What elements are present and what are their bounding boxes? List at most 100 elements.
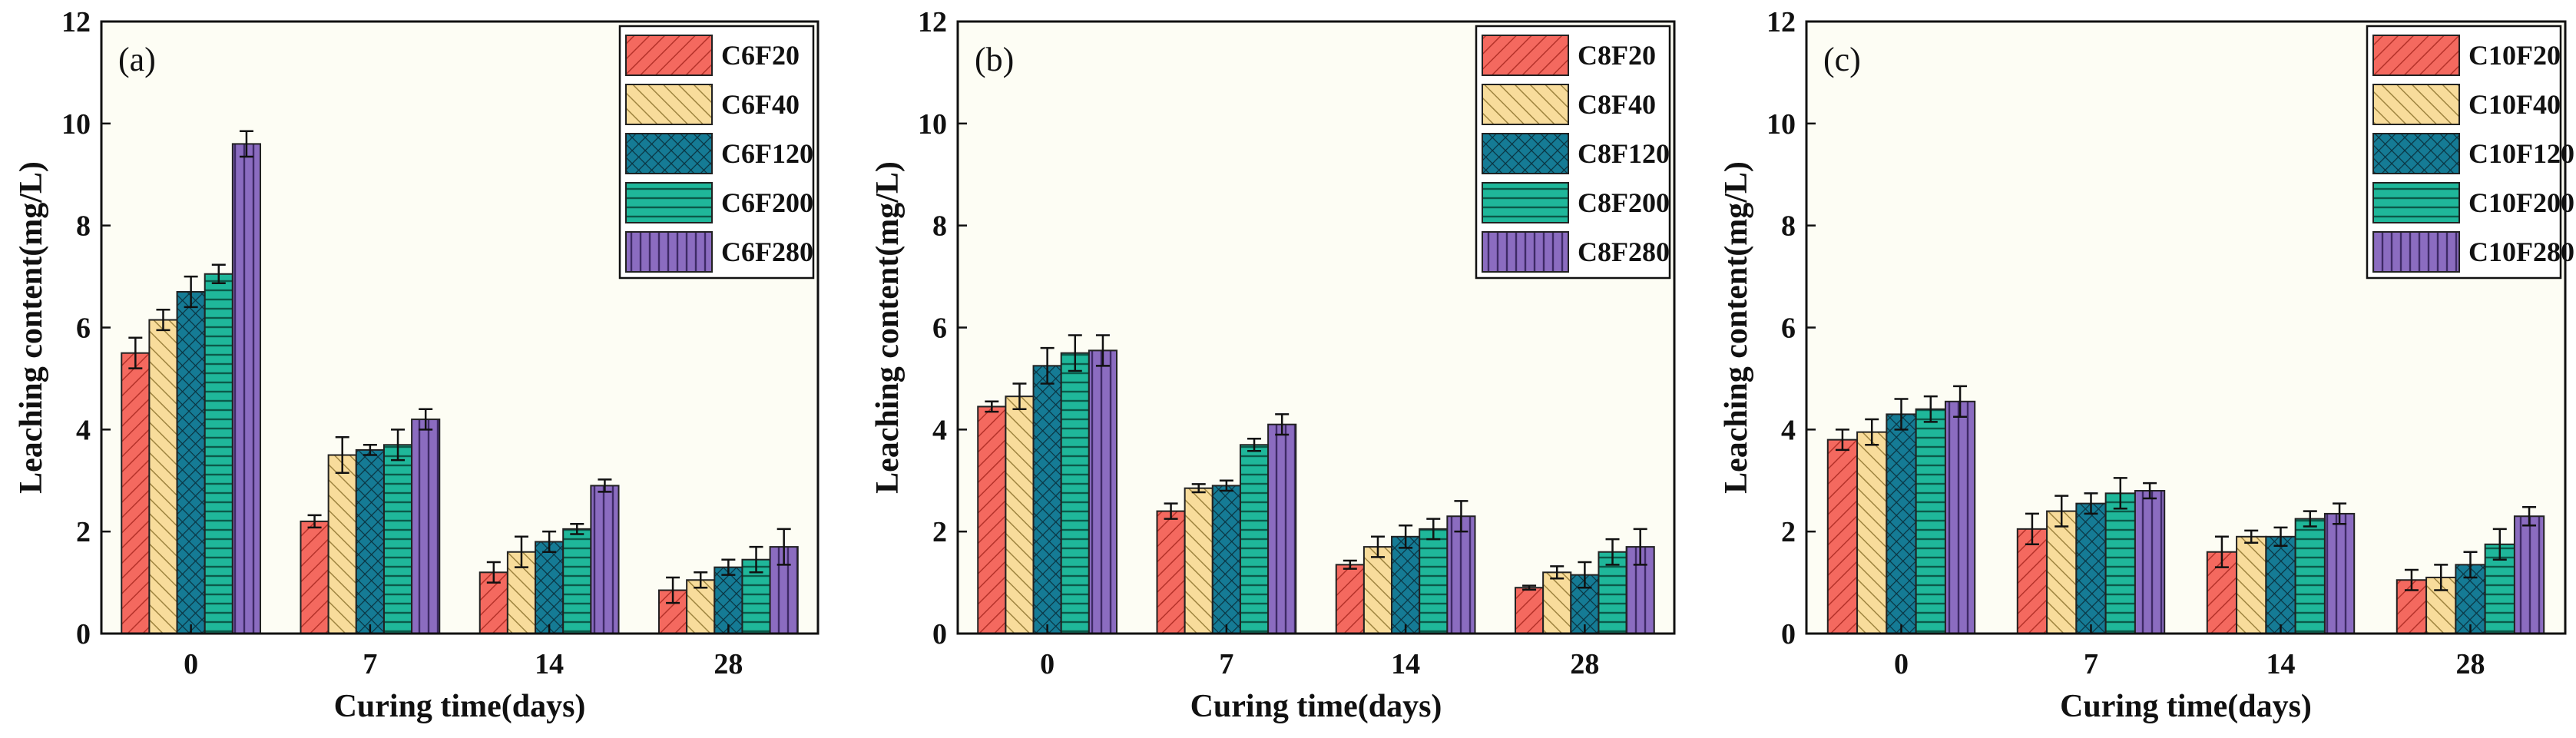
x-axis-title: Curing time(days) bbox=[2060, 689, 2312, 724]
bar-C10F200-day-7 bbox=[2104, 492, 2136, 635]
error-bar-C8F40-day-7 bbox=[1191, 483, 1206, 494]
bar-C10F280-day-14 bbox=[2323, 512, 2356, 634]
y-tick-label: 10 bbox=[1766, 108, 1796, 141]
error-bar-C6F120-day-0 bbox=[184, 275, 198, 309]
legend-swatch-C6F120 bbox=[625, 133, 713, 174]
legend-swatch-C10F40 bbox=[2372, 84, 2460, 125]
bar-C10F40-day-0 bbox=[1856, 431, 1888, 634]
error-bar-C8F280-day-14 bbox=[1454, 500, 1468, 533]
error-bar-C6F40-day-28 bbox=[694, 571, 708, 589]
bar-C6F280-day-0 bbox=[231, 143, 262, 634]
y-tick-label: 8 bbox=[76, 210, 91, 243]
error-bar-C10F280-day-14 bbox=[2333, 502, 2347, 525]
bar-C10F200-day-14 bbox=[2294, 518, 2326, 634]
bar-C6F40-day-0 bbox=[148, 319, 178, 634]
y-tick-label: 0 bbox=[76, 618, 91, 650]
legend-label: C8F280 bbox=[1578, 237, 1670, 267]
error-bar-C10F40-day-7 bbox=[2055, 495, 2069, 528]
plot-frame bbox=[100, 20, 819, 635]
error-bar-C10F280-day-7 bbox=[2143, 482, 2157, 500]
error-bar-C6F20-day-0 bbox=[128, 336, 143, 369]
legend-swatch-C8F280 bbox=[1482, 231, 1569, 273]
bar-C6F280-day-14 bbox=[590, 485, 620, 634]
error-bar-C6F120-day-7 bbox=[363, 444, 377, 456]
legend-swatch-C8F200 bbox=[1482, 182, 1569, 223]
bar-C8F200-day-14 bbox=[1419, 528, 1449, 634]
error-bar-C8F120-day-14 bbox=[1399, 524, 1413, 549]
x-tick-label: 7 bbox=[1219, 648, 1233, 680]
error-bar-C8F20-day-0 bbox=[985, 400, 999, 413]
plot-frame bbox=[1805, 20, 2567, 635]
error-bar-C10F40-day-14 bbox=[2244, 529, 2259, 544]
legend-label: C10F280 bbox=[2468, 237, 2574, 267]
y-tick-label: 8 bbox=[1781, 210, 1796, 243]
error-bar-C8F20-day-7 bbox=[1164, 502, 1178, 520]
y-tick-label: 2 bbox=[1781, 516, 1796, 548]
error-bar-C6F200-day-0 bbox=[211, 263, 226, 284]
error-bar-C6F40-day-0 bbox=[156, 309, 171, 332]
x-tick-label: 28 bbox=[1570, 648, 1599, 680]
y-tick-label: 6 bbox=[1781, 313, 1796, 345]
error-bar-C8F200-day-7 bbox=[1247, 438, 1262, 452]
error-bar-C10F120-day-0 bbox=[1894, 398, 1909, 431]
error-bar-C10F120-day-14 bbox=[2273, 526, 2288, 548]
bar-C10F280-day-0 bbox=[1944, 400, 1976, 634]
bar-C10F280-day-28 bbox=[2513, 515, 2545, 634]
legend-swatch-C6F40 bbox=[625, 84, 713, 125]
error-bar-C8F200-day-28 bbox=[1605, 538, 1620, 566]
x-tick-label: 28 bbox=[714, 648, 743, 680]
legend: C10F20 C10F40 C10F120 C10F200 C10F280 bbox=[2366, 25, 2574, 280]
error-bar-C10F20-day-7 bbox=[2025, 512, 2039, 546]
error-bar-C8F200-day-0 bbox=[1068, 334, 1082, 372]
error-bar-C6F20-day-28 bbox=[666, 576, 680, 604]
error-bar-C10F120-day-7 bbox=[2084, 492, 2098, 515]
bar-C6F20-day-0 bbox=[121, 352, 151, 634]
bar-C8F20-day-28 bbox=[1514, 587, 1545, 634]
y-tick-label: 4 bbox=[1781, 414, 1796, 446]
error-bar-C10F40-day-0 bbox=[1865, 418, 1879, 446]
error-bar-C6F40-day-7 bbox=[335, 436, 349, 475]
y-tick-label: 2 bbox=[932, 516, 947, 548]
error-bar-C6F120-day-14 bbox=[542, 530, 557, 553]
y-tick-label: 0 bbox=[1781, 618, 1796, 650]
legend-swatch-C10F20 bbox=[2372, 35, 2460, 76]
bar-C10F280-day-7 bbox=[2134, 490, 2166, 634]
legend-label: C10F40 bbox=[2468, 89, 2561, 120]
error-bar-C10F280-day-28 bbox=[2522, 506, 2537, 527]
bar-C10F20-day-0 bbox=[1826, 438, 1859, 634]
error-bar-C8F280-day-7 bbox=[1275, 413, 1290, 436]
y-axis-title: Leaching content(mg/L) bbox=[870, 161, 906, 494]
legend-label: C6F40 bbox=[721, 89, 800, 120]
error-bar-C6F120-day-28 bbox=[721, 558, 736, 576]
error-bar-C10F20-day-28 bbox=[2404, 568, 2419, 591]
error-bar-C6F280-day-14 bbox=[598, 478, 612, 493]
legend-swatch-C6F280 bbox=[625, 231, 713, 273]
error-bar-C6F40-day-14 bbox=[514, 535, 528, 568]
bar-C8F20-day-0 bbox=[977, 405, 1007, 635]
error-bar-C8F200-day-14 bbox=[1426, 518, 1441, 541]
y-tick-label: 4 bbox=[932, 414, 947, 446]
x-tick-label: 7 bbox=[363, 648, 377, 680]
bar-C10F40-day-7 bbox=[2046, 510, 2078, 634]
y-tick-label: 10 bbox=[918, 108, 947, 141]
bar-C8F20-day-14 bbox=[1335, 564, 1365, 635]
bar-C8F40-day-7 bbox=[1184, 487, 1214, 635]
y-tick-label: 12 bbox=[918, 6, 947, 38]
bar-C6F40-day-7 bbox=[327, 454, 357, 635]
error-bar-C8F20-day-28 bbox=[1522, 584, 1537, 591]
x-tick-label: 14 bbox=[1391, 648, 1420, 680]
bar-C8F20-day-7 bbox=[1156, 510, 1186, 634]
legend-swatch-C10F120 bbox=[2372, 133, 2460, 174]
bar-C6F120-day-0 bbox=[176, 291, 206, 634]
bar-C8F280-day-14 bbox=[1446, 515, 1476, 634]
y-axis-title: Leaching content(mg/L) bbox=[1719, 161, 1754, 494]
y-tick-label: 12 bbox=[61, 6, 91, 38]
legend-swatch-C8F20 bbox=[1482, 35, 1569, 76]
y-tick-label: 4 bbox=[76, 414, 91, 446]
error-bar-C8F280-day-0 bbox=[1095, 334, 1110, 367]
error-bar-C6F200-day-28 bbox=[749, 545, 763, 574]
error-bar-C8F120-day-28 bbox=[1578, 561, 1592, 589]
error-bar-C10F40-day-28 bbox=[2434, 564, 2449, 591]
y-tick-label: 12 bbox=[1766, 6, 1796, 38]
